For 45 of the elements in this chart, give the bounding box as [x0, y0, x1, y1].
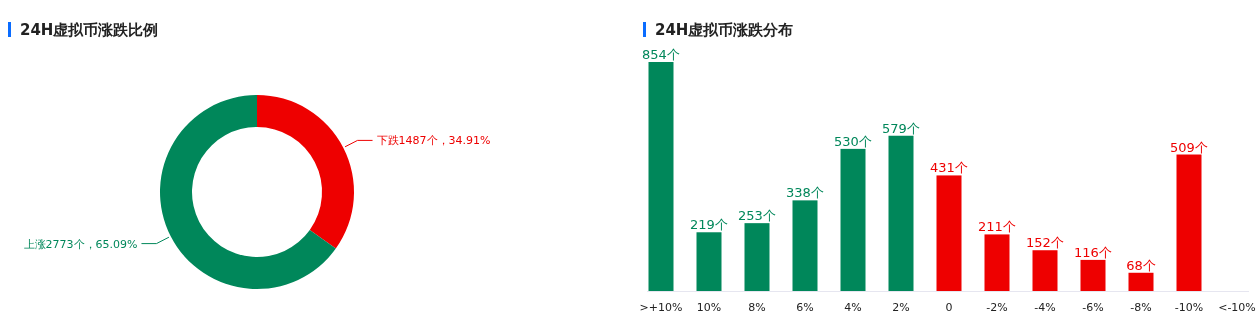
x-tick-label: -2% [986, 301, 1008, 314]
chart-title: 24H虚拟币涨跌比例 [20, 21, 159, 39]
data-label: 253个 [738, 208, 776, 224]
x-tick-label: -10% [1174, 301, 1204, 314]
data-label: 338个 [786, 185, 824, 201]
bar [1128, 272, 1154, 291]
x-tick-label: 4% [844, 301, 862, 314]
slice-label: 下跌 [376, 134, 399, 148]
data-label: 579个 [882, 120, 920, 136]
data-label: 68个 [1126, 257, 1156, 273]
bar [888, 135, 914, 291]
data-label: 854个 [642, 47, 680, 62]
bar [1080, 259, 1106, 291]
x-tick-label: -8% [1130, 301, 1152, 314]
x-tick-label: 10% [696, 301, 722, 314]
data-label: 152个 [1026, 235, 1064, 251]
x-tick-label: 6% [796, 301, 814, 314]
x-tick-label: 2% [892, 301, 910, 314]
slice-label: 上涨 [23, 237, 46, 251]
bar [1032, 250, 1058, 291]
x-tick-label: -4% [1034, 301, 1056, 314]
data-label: 2773个，65.09% [45, 237, 138, 251]
data-label: 1487个，34.91% [398, 134, 491, 148]
data-label: 211个 [978, 219, 1016, 235]
x-tick-label: <-10% [1218, 301, 1256, 314]
data-label: 530个 [834, 133, 872, 149]
data-label: 116个 [1074, 244, 1112, 260]
bar [792, 200, 818, 291]
x-tick-label: 0 [945, 301, 953, 314]
bar [840, 148, 866, 291]
x-tick-label: -6% [1082, 301, 1104, 314]
data-label: 431个 [930, 160, 968, 176]
x-tick-label: 8% [748, 301, 766, 314]
donut-slice [160, 95, 336, 289]
bar [744, 223, 770, 291]
donut-slice [257, 95, 354, 249]
bar [1176, 154, 1202, 291]
bar [984, 234, 1010, 291]
chart-title: 24H虚拟币涨跌分布 [655, 21, 794, 39]
bar [696, 232, 722, 291]
bar [648, 62, 674, 291]
data-label: 509个 [1170, 139, 1208, 155]
x-tick-label: >+10% [639, 301, 683, 314]
bar [936, 175, 962, 291]
data-label: 219个 [690, 217, 728, 233]
